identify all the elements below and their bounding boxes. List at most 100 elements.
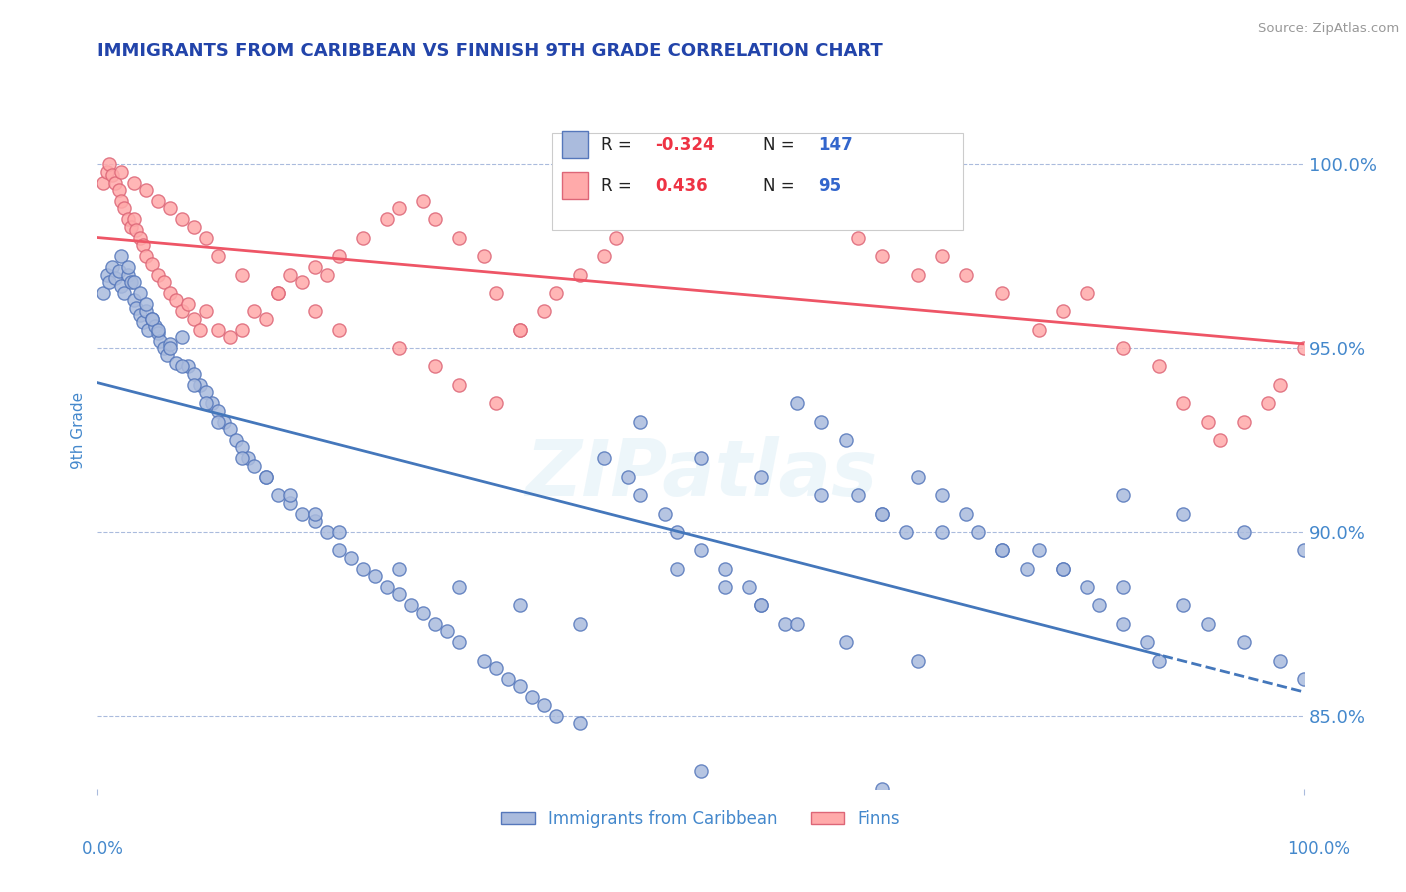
Point: [593, 249, 616, 263]
Point: [689, 157, 711, 171]
Point: [159, 285, 181, 300]
Point: [207, 323, 229, 337]
Point: [267, 285, 290, 300]
Point: [509, 323, 531, 337]
Point: [231, 268, 253, 282]
Point: [425, 359, 447, 374]
Point: [98, 275, 121, 289]
Point: [1112, 616, 1135, 631]
Point: [225, 433, 247, 447]
Point: [146, 268, 169, 282]
Point: [315, 268, 337, 282]
Point: [98, 157, 121, 171]
Point: [104, 176, 127, 190]
Point: [1112, 488, 1135, 502]
Point: [146, 194, 169, 208]
Point: [132, 315, 155, 329]
Point: [194, 231, 217, 245]
Point: [267, 488, 290, 502]
Point: [304, 304, 326, 318]
Point: [991, 543, 1014, 558]
Point: [714, 580, 737, 594]
Point: [352, 231, 374, 245]
Point: [1052, 562, 1074, 576]
Text: 95: 95: [818, 177, 841, 194]
Text: IMMIGRANTS FROM CARIBBEAN VS FINNISH 9TH GRADE CORRELATION CHART: IMMIGRANTS FROM CARIBBEAN VS FINNISH 9TH…: [97, 42, 883, 60]
Point: [243, 304, 266, 318]
Point: [110, 249, 132, 263]
Point: [1149, 359, 1171, 374]
Point: [907, 268, 929, 282]
Point: [165, 356, 187, 370]
Point: [110, 164, 132, 178]
Point: [188, 377, 211, 392]
Point: [328, 543, 350, 558]
Point: [749, 176, 772, 190]
Point: [128, 308, 150, 322]
Point: [177, 359, 200, 374]
Point: [617, 469, 640, 483]
Point: [931, 249, 953, 263]
Text: N =: N =: [763, 136, 800, 153]
Point: [628, 212, 651, 227]
Point: [183, 377, 205, 392]
Point: [207, 403, 229, 417]
Point: [280, 268, 302, 282]
Point: [605, 231, 627, 245]
Point: [117, 268, 139, 282]
Point: [509, 323, 531, 337]
Point: [484, 661, 506, 675]
Point: [1136, 635, 1159, 649]
Point: [93, 176, 115, 190]
Point: [654, 194, 676, 208]
Point: [231, 441, 253, 455]
Point: [212, 415, 235, 429]
Point: [141, 256, 163, 270]
Point: [569, 716, 592, 731]
Point: [375, 212, 398, 227]
Point: [412, 606, 434, 620]
Text: 147: 147: [818, 136, 852, 153]
Point: [786, 616, 808, 631]
Point: [170, 304, 193, 318]
Point: [749, 599, 772, 613]
Point: [104, 271, 127, 285]
Point: [280, 495, 302, 509]
Point: [125, 223, 148, 237]
Point: [254, 469, 277, 483]
Point: [1257, 396, 1279, 410]
Point: [1052, 562, 1074, 576]
Point: [170, 359, 193, 374]
Point: [152, 275, 174, 289]
Point: [143, 319, 166, 334]
Point: [738, 580, 761, 594]
Point: [1233, 524, 1256, 539]
Point: [165, 293, 187, 308]
Point: [1112, 580, 1135, 594]
Point: [991, 285, 1014, 300]
Point: [496, 672, 519, 686]
Point: [388, 562, 411, 576]
Point: [846, 231, 869, 245]
Point: [388, 202, 411, 216]
Point: [159, 202, 181, 216]
Point: [484, 396, 506, 410]
Point: [194, 304, 217, 318]
Point: [509, 599, 531, 613]
Point: [267, 285, 290, 300]
Point: [156, 349, 179, 363]
Point: [472, 249, 495, 263]
Point: [1208, 433, 1230, 447]
FancyBboxPatch shape: [553, 134, 963, 230]
Point: [122, 293, 145, 308]
Point: [152, 341, 174, 355]
Bar: [562, 131, 589, 159]
Point: [1173, 507, 1195, 521]
Point: [177, 297, 200, 311]
Point: [183, 367, 205, 381]
Point: [231, 451, 253, 466]
Point: [628, 415, 651, 429]
Point: [749, 599, 772, 613]
Point: [135, 304, 157, 318]
Point: [810, 488, 832, 502]
